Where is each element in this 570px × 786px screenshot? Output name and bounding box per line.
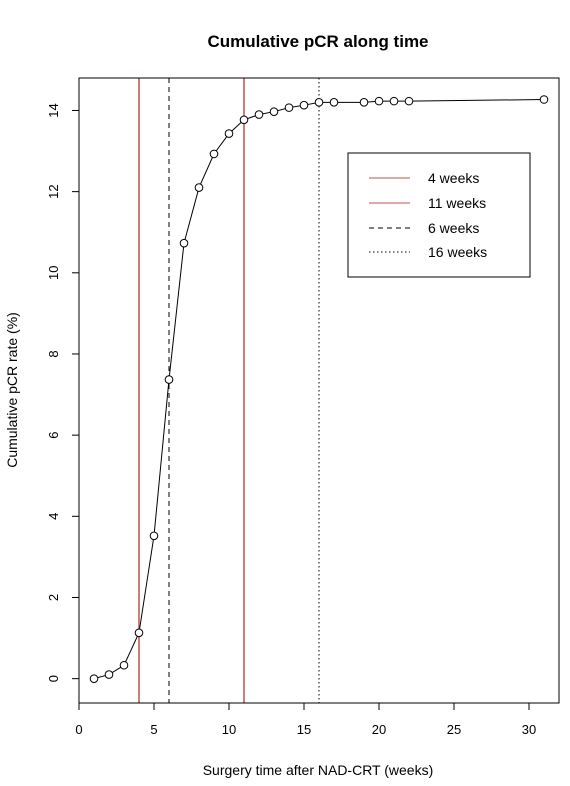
x-tick-label-1: 5 <box>150 722 157 737</box>
y-axis-label: Cumulative pCR rate (%) <box>4 312 20 468</box>
y-tick-label-1: 2 <box>46 594 61 601</box>
legend-label-3: 16 weeks <box>428 244 487 260</box>
data-point-2 <box>119 660 129 670</box>
y-axis: 0 2 4 6 8 10 12 14 <box>46 103 80 682</box>
data-point-21 <box>539 95 549 104</box>
data-point-8 <box>209 149 219 159</box>
data-point-17 <box>359 98 369 107</box>
y-tick-label-5: 10 <box>46 266 61 280</box>
legend-label-1: 11 weeks <box>428 195 486 211</box>
chart-title: Cumulative pCR along time <box>207 32 428 51</box>
data-point-16 <box>329 98 339 107</box>
reference-lines <box>138 78 320 703</box>
legend-label-0: 4 weeks <box>428 170 479 186</box>
data-series <box>89 95 549 683</box>
data-point-18 <box>374 96 384 106</box>
x-tick-label-5: 25 <box>447 722 461 737</box>
x-axis-label: Surgery time after NAD-CRT (weeks) <box>203 762 434 778</box>
legend: 4 weeks 11 weeks 6 weeks 16 weeks <box>347 152 531 278</box>
x-tick-label-3: 15 <box>297 722 311 737</box>
data-point-19 <box>389 96 399 106</box>
x-tick-label-4: 20 <box>372 722 386 737</box>
y-tick-label-2: 4 <box>46 513 61 520</box>
data-point-14 <box>299 100 309 110</box>
data-point-13 <box>284 103 294 112</box>
data-point-6 <box>179 238 189 248</box>
data-point-9 <box>224 129 234 138</box>
data-point-4 <box>149 531 159 541</box>
data-point-0 <box>89 674 99 683</box>
legend-label-2: 6 weeks <box>428 220 479 236</box>
data-point-20 <box>404 96 414 106</box>
data-point-1 <box>104 670 114 679</box>
data-point-12 <box>269 107 279 116</box>
x-tick-label-2: 10 <box>222 722 236 737</box>
data-point-11 <box>254 110 264 119</box>
y-tick-label-6: 12 <box>46 184 61 198</box>
legend-box <box>347 152 531 278</box>
x-tick-label-6: 30 <box>522 722 536 737</box>
y-tick-label-0: 0 <box>46 675 61 682</box>
y-tick-label-3: 6 <box>46 432 61 439</box>
x-axis: 0 5 10 15 20 25 30 <box>75 702 536 737</box>
y-tick-label-7: 14 <box>46 103 61 117</box>
y-tick-label-4: 8 <box>46 350 61 357</box>
series-line-0 <box>93 99 545 680</box>
x-tick-label-0: 0 <box>75 722 82 737</box>
data-point-10 <box>239 115 249 125</box>
data-point-5 <box>164 375 174 384</box>
data-point-3 <box>134 628 144 638</box>
data-point-15 <box>314 98 324 107</box>
data-point-7 <box>194 183 204 192</box>
